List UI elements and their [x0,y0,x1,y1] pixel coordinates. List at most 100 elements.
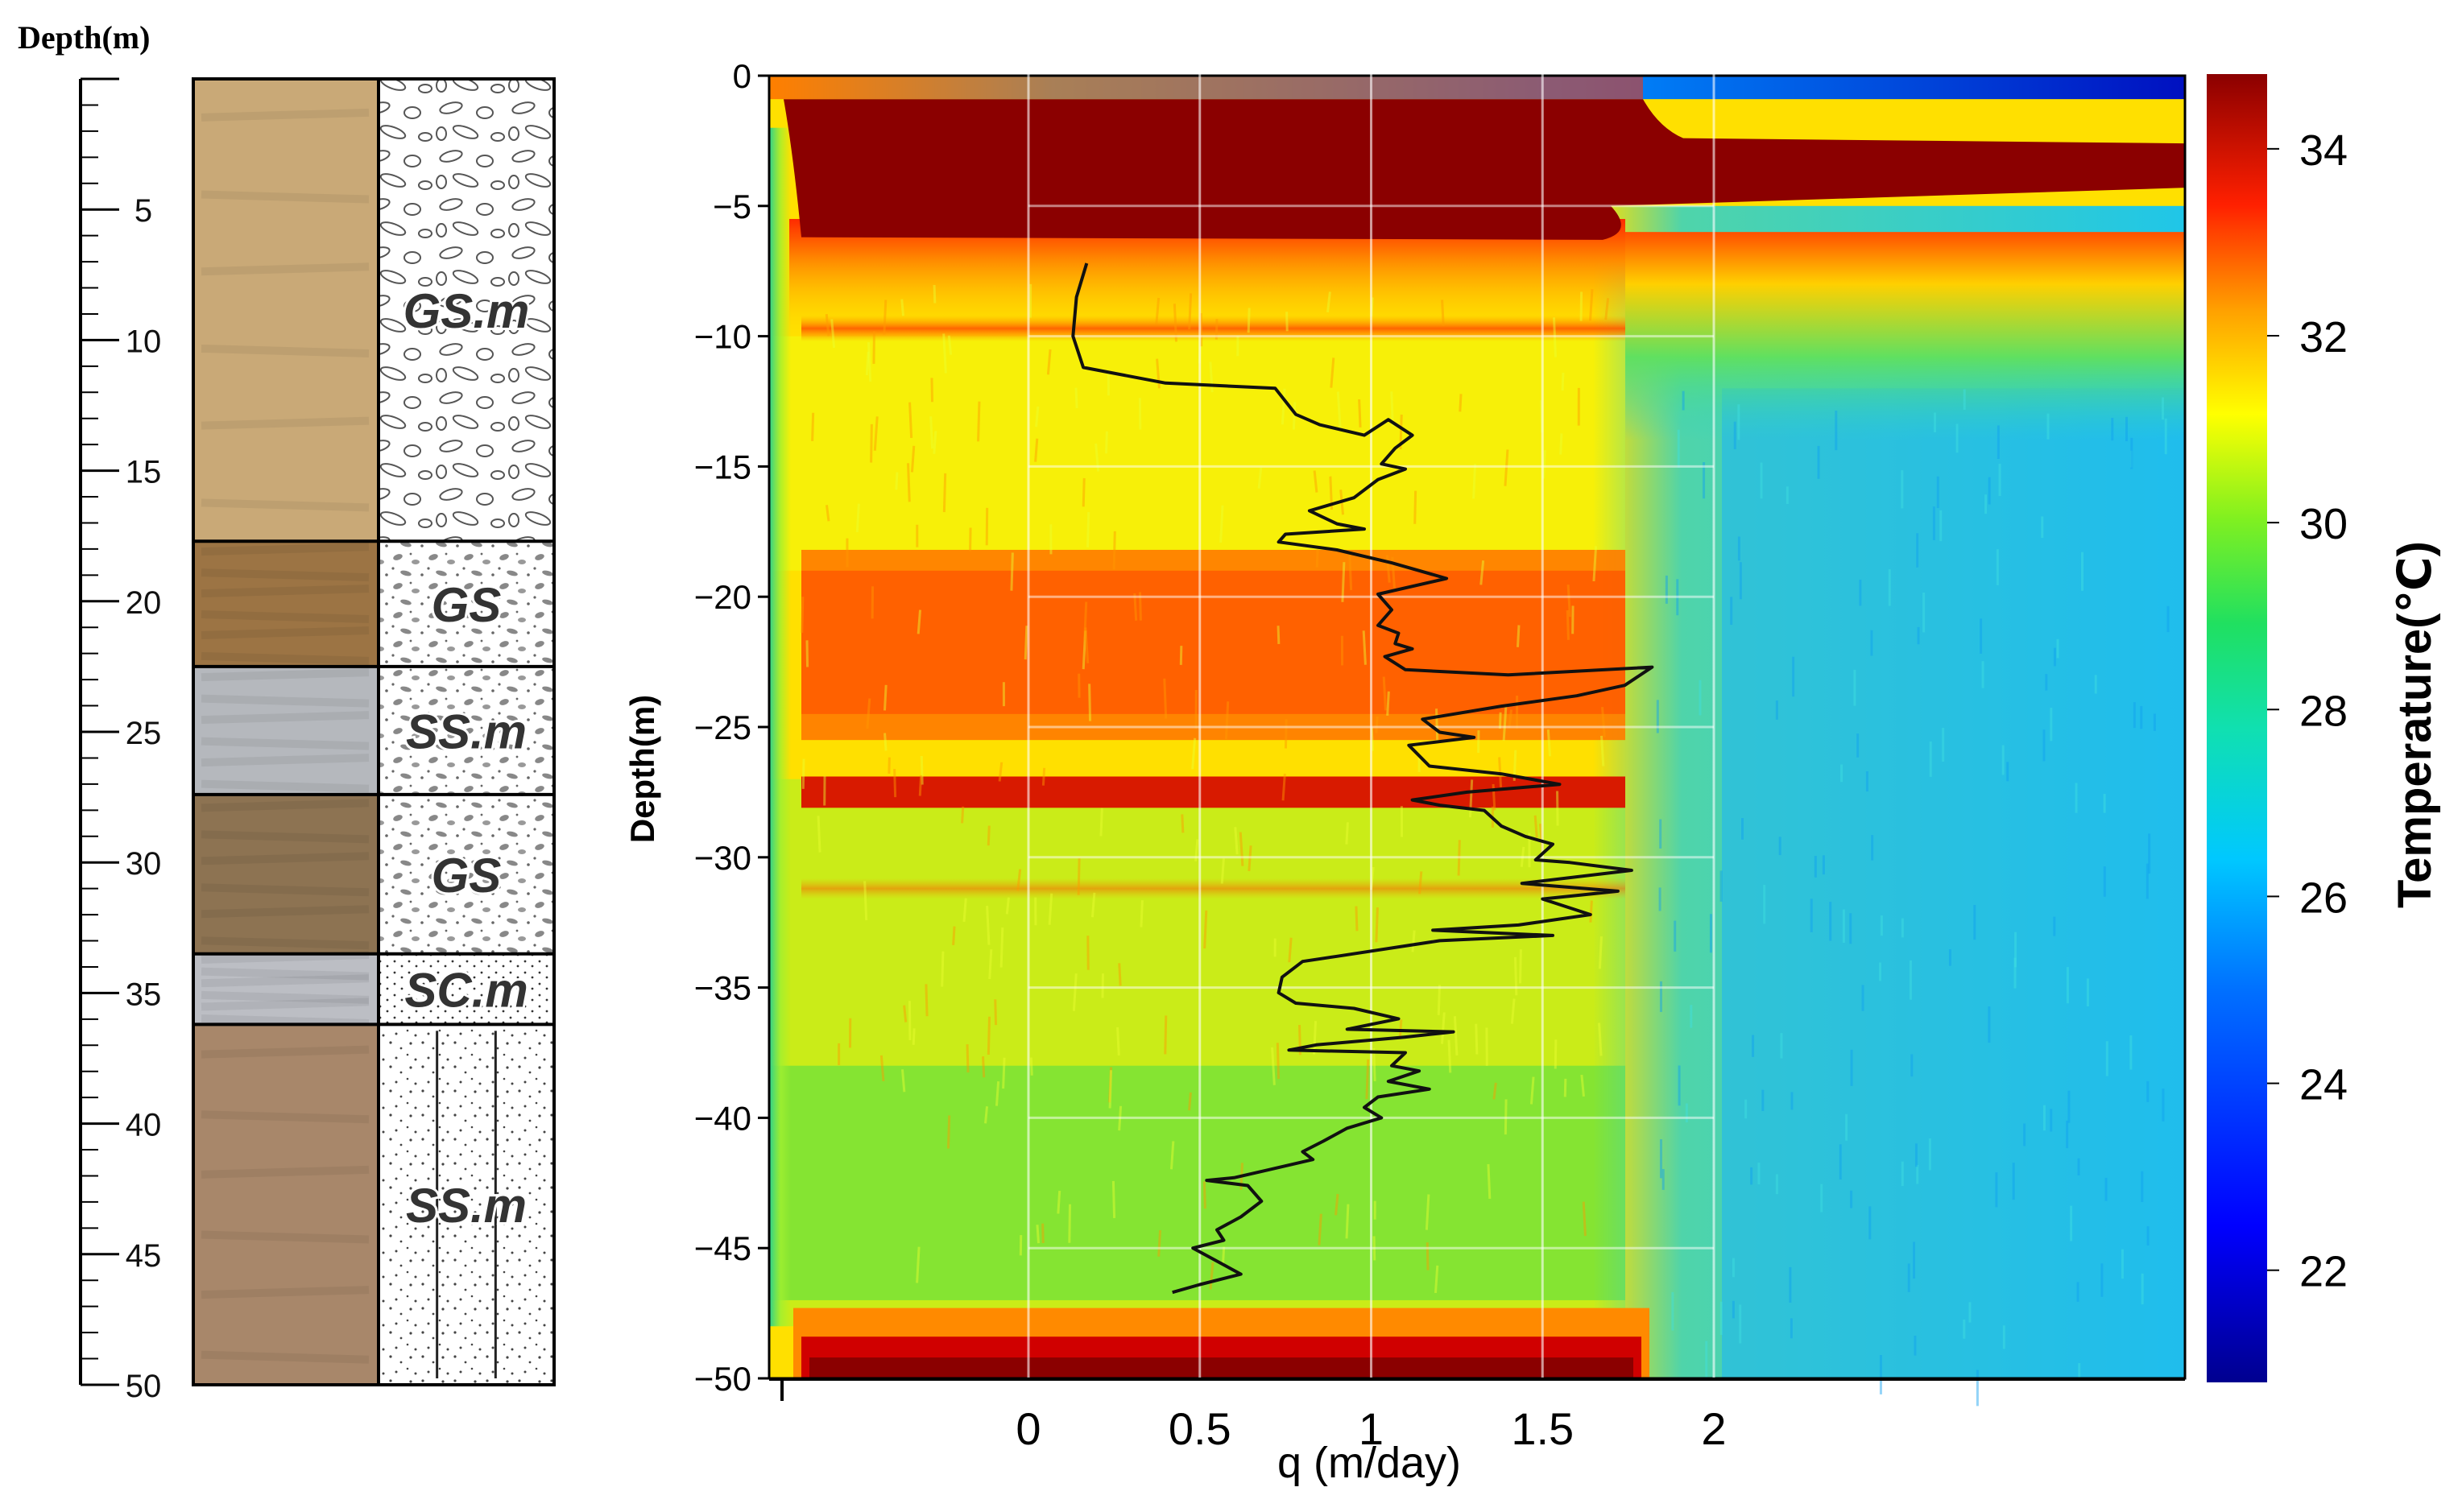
heat-streak [1108,1067,1113,1103]
heat-streak [1188,293,1193,330]
heat-streak [1077,857,1081,895]
heat-streak [1372,1048,1376,1082]
heat-streak [872,331,875,364]
heat-streak [1099,808,1103,837]
q-tick-label: 2 [1701,1403,1726,1454]
heat-streak [1601,707,1606,737]
heat-streak [1425,1194,1430,1230]
strat-tick-label: 50 [126,1369,162,1404]
heat-streak [962,898,967,923]
heat-streak [1589,289,1594,321]
strat-depth-axis: 5 10 15 20 25 30 35 40 45 50 [79,77,162,1404]
heat-streak [947,335,953,355]
heat-streak [900,299,904,316]
heat-streak [1086,512,1090,547]
heat-streak [1157,1230,1162,1257]
core-texture [201,262,370,276]
heat-streak [908,1001,912,1041]
heat-streak [1358,399,1362,428]
heat-streak [966,1044,970,1073]
heat-streak [830,319,836,349]
heat-streak [1563,1078,1567,1097]
heat-streak [1487,1163,1492,1200]
heat-streak [1418,871,1423,894]
heat-streak [1116,1027,1120,1056]
heat-streak [929,416,934,449]
core-texture [201,568,370,582]
heat-streak [1382,676,1387,711]
heat-streak [1437,985,1442,1015]
strat-tick-label: 45 [126,1238,162,1274]
heat-streak [1188,1092,1192,1111]
core-texture [201,754,370,767]
heat-streak [1202,1181,1206,1209]
heat-streak [1203,910,1208,949]
heat-streak [1604,298,1610,320]
heat-streak [1313,470,1318,493]
heat-streak [805,640,809,667]
heat-streak [1598,936,1603,969]
heat-streak [903,1005,908,1022]
strat-tick-label: 20 [126,585,162,621]
heat-streak [1034,438,1039,462]
heat-streak [916,1246,921,1283]
heat-streak [1224,701,1230,740]
heat-streak [1036,1225,1041,1244]
heat-streak [888,757,891,775]
heat-streak [1315,549,1319,568]
lithology-pattern [379,541,554,667]
heat-streak [917,609,922,634]
heatmap-ylabel: Depth(m) [623,695,661,843]
heat-streak [999,927,1004,968]
heat-y-tick-label: −15 [694,448,751,485]
heat-streak [1362,630,1367,665]
lithology-pattern [379,666,554,795]
heat-streak [1341,562,1346,602]
q-xlabel: q (m/day) [1277,1439,1461,1487]
core-texture [201,737,370,750]
colorbar-tick-label: 32 [2299,313,2348,361]
heat-streak [912,1028,916,1045]
heat-streak [1163,678,1168,719]
heat-streak [1492,1082,1497,1100]
heat-streak [883,684,888,711]
heat-streak [1041,767,1046,786]
heat-streak [988,949,993,980]
heat-streak [1048,893,1053,925]
heat-streak [1318,1213,1322,1246]
heat-streak [1046,349,1052,375]
strat-layer: GS.m [193,77,554,542]
heat-streak [961,806,965,824]
heat-streak [1072,973,1078,1011]
heat-streak [1220,858,1225,884]
heat-streak [1330,357,1335,388]
q-grid [1027,63,1715,1378]
colorbar-tick-label: 24 [2299,1061,2348,1109]
heat-streak [1082,630,1087,670]
lithology-pattern [379,1024,554,1385]
heat-y-tick-label: −50 [694,1360,751,1398]
q-profile-line [1071,262,1654,1295]
heat-streak [907,463,911,502]
heat-streak [1169,1141,1175,1170]
strat-frame [192,77,556,1386]
heat-streak [1209,1262,1215,1290]
heat-streak [1024,626,1028,660]
heat-streak [1479,560,1485,585]
heat-streak [1112,531,1116,570]
heat-streak [1335,1193,1339,1216]
heat-streak [855,503,860,533]
heat-streak [982,1056,986,1078]
core-photo [193,79,377,542]
heat-y-tick-label: −20 [694,578,751,616]
heat-streak [1035,406,1040,428]
core-texture [201,967,370,981]
core-texture [201,1165,370,1179]
heat-streak [879,1055,885,1082]
heat-streak [1164,1015,1168,1055]
layer-label: GS.m [403,284,530,338]
heat-streak [1345,1204,1350,1239]
heat-streak [1411,930,1416,952]
heat-streak [1559,433,1563,455]
